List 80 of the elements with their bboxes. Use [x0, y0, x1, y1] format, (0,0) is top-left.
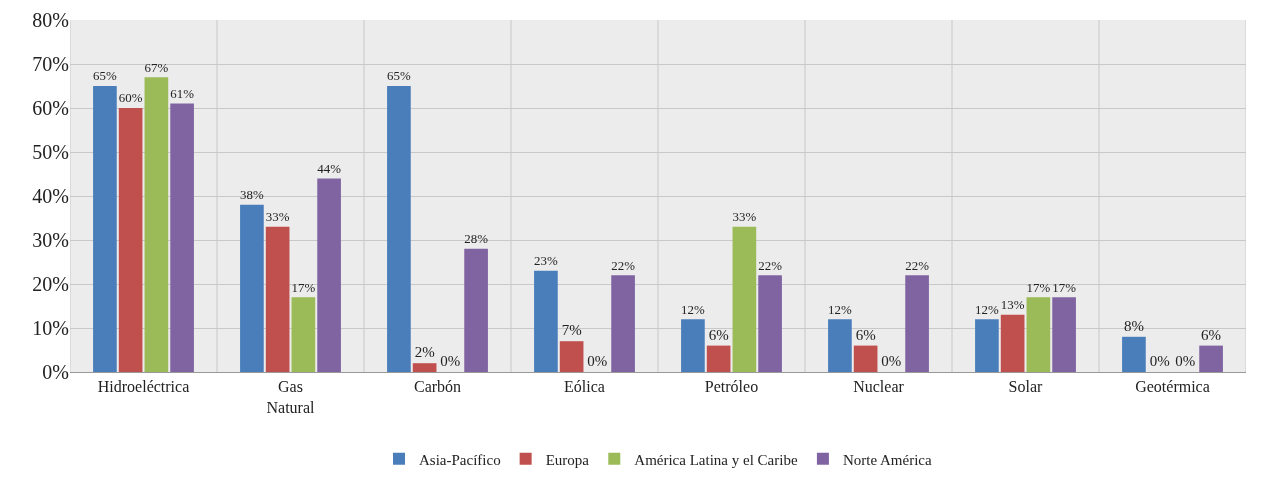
- bar: [387, 86, 411, 372]
- bar: [1122, 336, 1146, 372]
- y-tick-label: 50%: [32, 141, 69, 163]
- x-tick-label: Eólica: [564, 378, 605, 396]
- bar: [828, 319, 852, 372]
- data-label: 6%: [855, 326, 876, 343]
- data-label: 22%: [758, 257, 783, 273]
- y-tick-label: 70%: [32, 53, 69, 75]
- bar: [118, 108, 143, 372]
- data-label: 2%: [414, 344, 435, 361]
- data-label: 0%: [881, 353, 902, 369]
- data-label: 17%: [291, 279, 316, 295]
- x-tick-label: Hidroeléctrica: [97, 378, 190, 396]
- data-label: 33%: [265, 209, 290, 225]
- x-tick-label: Geotérmica: [1135, 378, 1210, 396]
- data-label: 17%: [1026, 279, 1051, 295]
- data-label: 8%: [1123, 317, 1144, 334]
- data-label: 44%: [317, 160, 342, 176]
- y-tick-label: 40%: [32, 185, 69, 207]
- y-tick-label: 0%: [42, 361, 69, 383]
- data-label: 0%: [587, 353, 608, 369]
- legend-label: Norte América: [842, 451, 932, 468]
- bar: [412, 363, 437, 372]
- bar: [317, 178, 341, 372]
- data-label: 33%: [732, 209, 757, 225]
- data-label: 65%: [93, 68, 117, 84]
- data-label: 22%: [905, 257, 930, 273]
- y-tick-label: 30%: [32, 229, 69, 251]
- data-label: 65%: [387, 68, 411, 84]
- bar: [1000, 314, 1025, 372]
- bar: [291, 297, 316, 372]
- bar: [240, 204, 264, 372]
- data-label: 12%: [975, 301, 999, 317]
- bar: [706, 345, 731, 372]
- bar: [464, 248, 488, 372]
- x-tick-label: Solar: [1008, 378, 1044, 396]
- data-label: 38%: [240, 187, 264, 203]
- legend-label: Asia-Pacífico: [419, 451, 501, 468]
- x-tick-label: Carbón: [413, 378, 462, 396]
- bar: [758, 275, 782, 372]
- x-tick-label: Nuclear: [853, 378, 905, 396]
- data-label: 0%: [440, 353, 461, 369]
- bar: [93, 86, 117, 372]
- bar: [559, 341, 584, 372]
- data-label: 6%: [1201, 326, 1222, 343]
- bar: [905, 275, 929, 372]
- bar: [265, 226, 290, 372]
- bar: [170, 103, 194, 372]
- data-label: 28%: [464, 231, 489, 247]
- bar: [975, 319, 999, 372]
- data-label: 61%: [170, 86, 195, 102]
- data-label: 13%: [1000, 297, 1025, 313]
- data-label: 23%: [534, 253, 558, 269]
- data-label: 22%: [611, 257, 636, 273]
- y-tick-label: 10%: [32, 317, 69, 339]
- bar: [611, 275, 635, 372]
- data-label: 17%: [1052, 279, 1077, 295]
- bar: [853, 345, 878, 372]
- data-label: 6%: [708, 326, 729, 343]
- bar: [1199, 345, 1223, 372]
- data-label: 67%: [144, 59, 169, 75]
- x-tick-label: Petróleo: [704, 378, 759, 396]
- data-label: 12%: [681, 301, 705, 317]
- legend-label: Europa: [545, 451, 590, 468]
- legend-label: América Latina y el Caribe: [634, 451, 798, 468]
- bar: [1052, 297, 1076, 372]
- x-tick-label: Gas Natural: [266, 378, 316, 416]
- data-label: 7%: [561, 322, 582, 339]
- bar: [681, 319, 705, 372]
- y-tick-label: 20%: [32, 273, 69, 295]
- data-label: 0%: [1149, 353, 1170, 369]
- y-tick-label: 80%: [32, 9, 69, 31]
- bar: [534, 270, 558, 372]
- data-label: 0%: [1175, 353, 1196, 369]
- data-label: 12%: [828, 301, 852, 317]
- data-label: 60%: [118, 90, 143, 106]
- y-tick-label: 60%: [32, 97, 69, 119]
- bar: [144, 77, 169, 372]
- bar: [732, 226, 757, 372]
- bar: [1026, 297, 1051, 372]
